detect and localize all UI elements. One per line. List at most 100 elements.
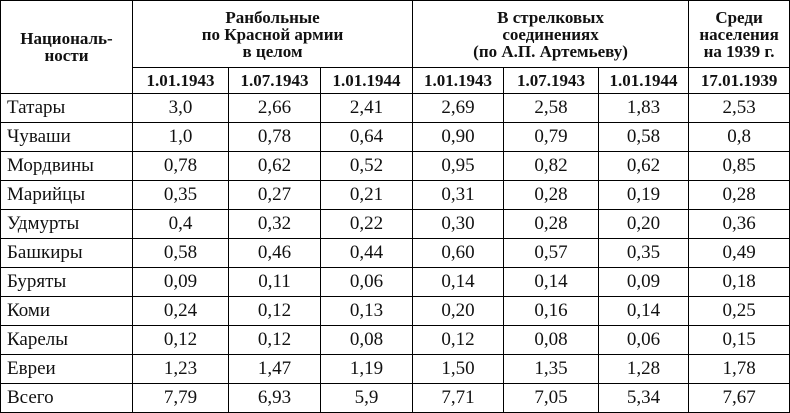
value-cell: 0,16	[503, 296, 600, 326]
value-cell: 1,0	[132, 122, 229, 152]
value-cell: 7,79	[132, 383, 229, 413]
value-cell: 0,09	[132, 267, 229, 297]
value-cell: 0,36	[688, 209, 790, 239]
nationality-cell: Буряты	[0, 267, 133, 297]
date-header: 17.01.1939	[688, 67, 790, 94]
value-cell: 0,24	[132, 296, 229, 326]
value-cell: 0,62	[228, 151, 321, 181]
value-cell: 0,95	[412, 151, 505, 181]
date-row: 1.01.1943 1.07.1943 1.01.1944 1.01.1943 1.07…	[1, 67, 790, 94]
group-header: В стрелковых соединениях (по А.П. Артемь…	[412, 0, 690, 68]
value-cell: 0,52	[319, 151, 414, 181]
value-cell: 5,9	[319, 383, 414, 413]
value-cell: 1,83	[598, 93, 690, 123]
value-cell: 2,58	[503, 93, 600, 123]
value-cell: 0,25	[688, 296, 790, 326]
table-row: Башкиры 0,58 0,46 0,44 0,60 0,57 0,35 0,49	[0, 238, 790, 268]
value-cell: 0,08	[503, 325, 600, 355]
value-cell: 0,60	[412, 238, 505, 268]
table-row: Коми 0,24 0,12 0,13 0,20 0,16 0,14 0,25	[0, 296, 790, 326]
value-cell: 6,93	[228, 383, 321, 413]
value-cell: 0,20	[412, 296, 505, 326]
table-row: Удмурты 0,4 0,32 0,22 0,30 0,28 0,20 0,36	[0, 209, 790, 239]
value-cell: 0,06	[598, 325, 690, 355]
value-cell: 0,44	[319, 238, 414, 268]
date-header: 1.07.1943	[503, 67, 600, 94]
table-row: Марийцы 0,35 0,27 0,21 0,31 0,28 0,19 0,28	[0, 180, 790, 210]
value-cell: 7,67	[688, 383, 790, 413]
header-row: Националь- ности Ранбольные по Красной ар…	[0, 0, 790, 94]
value-cell: 0,64	[319, 122, 414, 152]
nationality-cell: Коми	[0, 296, 133, 326]
value-cell: 1,28	[598, 354, 690, 384]
nationality-cell: Карелы	[0, 325, 133, 355]
date-header: 1.01.1943	[132, 67, 229, 94]
value-cell: 2,66	[228, 93, 321, 123]
value-cell: 5,34	[598, 383, 690, 413]
value-cell: 2,69	[412, 93, 505, 123]
value-cell: 0,14	[598, 296, 690, 326]
nationality-cell: Всего	[0, 383, 133, 413]
value-cell: 1,50	[412, 354, 505, 384]
value-cell: 0,09	[598, 267, 690, 297]
nationality-cell: Татары	[0, 93, 133, 123]
value-cell: 0,12	[412, 325, 505, 355]
value-cell: 0,35	[598, 238, 690, 268]
value-cell: 0,58	[598, 122, 690, 152]
value-cell: 0,27	[228, 180, 321, 210]
value-cell: 0,12	[228, 296, 321, 326]
value-cell: 0,28	[503, 180, 600, 210]
value-cell: 0,35	[132, 180, 229, 210]
value-cell: 7,71	[412, 383, 505, 413]
value-cell: 0,11	[228, 267, 321, 297]
table-row: Всего 7,79 6,93 5,9 7,71 7,05 5,34 7,67	[0, 383, 790, 413]
table-row: Чуваши 1,0 0,78 0,64 0,90 0,79 0,58 0,8	[0, 122, 790, 152]
value-cell: 0,06	[319, 267, 414, 297]
value-cell: 0,82	[503, 151, 600, 181]
value-cell: 0,13	[319, 296, 414, 326]
group-header: Ранбольные по Красной армии в целом	[131, 0, 414, 68]
value-cell: 0,08	[319, 325, 414, 355]
value-cell: 0,62	[598, 151, 690, 181]
date-header: 1.07.1943	[228, 67, 321, 94]
value-cell: 0,4	[132, 209, 229, 239]
value-cell: 0,32	[228, 209, 321, 239]
nationality-cell: Евреи	[0, 354, 133, 384]
nationality-cell: Чуваши	[0, 122, 133, 152]
table-row: Буряты 0,09 0,11 0,06 0,14 0,14 0,09 0,18	[0, 267, 790, 297]
table-row: Евреи 1,23 1,47 1,19 1,50 1,35 1,28 1,78	[0, 354, 790, 384]
value-cell: 2,53	[688, 93, 790, 123]
header-cell: Националь- ности	[0, 0, 133, 94]
nationality-cell: Мордвины	[0, 151, 133, 181]
value-cell: 0,58	[132, 238, 229, 268]
value-cell: 1,19	[319, 354, 414, 384]
value-cell: 0,78	[132, 151, 229, 181]
value-cell: 0,14	[412, 267, 505, 297]
value-cell: 0,79	[503, 122, 600, 152]
table-row: Мордвины 0,78 0,62 0,52 0,95 0,82 0,62 0,85	[0, 151, 790, 181]
value-cell: 0,12	[228, 325, 321, 355]
value-cell: 7,05	[503, 383, 600, 413]
value-cell: 0,14	[503, 267, 600, 297]
table-row: Карелы 0,12 0,12 0,08 0,12 0,08 0,06 0,15	[0, 325, 790, 355]
date-header: 1.01.1944	[598, 67, 690, 94]
value-cell: 0,21	[319, 180, 414, 210]
value-cell: 0,31	[412, 180, 505, 210]
group-header: Среди населения на 1939 г.	[688, 0, 790, 68]
value-cell: 0,28	[503, 209, 600, 239]
nationality-cell: Удмурты	[0, 209, 133, 239]
value-cell: 0,85	[688, 151, 790, 181]
date-header: 1.01.1943	[412, 67, 505, 94]
value-cell: 1,35	[503, 354, 600, 384]
value-cell: 0,19	[598, 180, 690, 210]
value-cell: 1,47	[228, 354, 321, 384]
date-header: 1.01.1944	[319, 67, 414, 94]
value-cell: 2,41	[319, 93, 414, 123]
value-cell: 0,20	[598, 209, 690, 239]
value-cell: 0,30	[412, 209, 505, 239]
value-cell: 0,28	[688, 180, 790, 210]
nationality-cell: Марийцы	[0, 180, 133, 210]
value-cell: 3,0	[132, 93, 229, 123]
table-row: Татары 3,0 2,66 2,41 2,69 2,58 1,83 2,53	[0, 93, 790, 123]
